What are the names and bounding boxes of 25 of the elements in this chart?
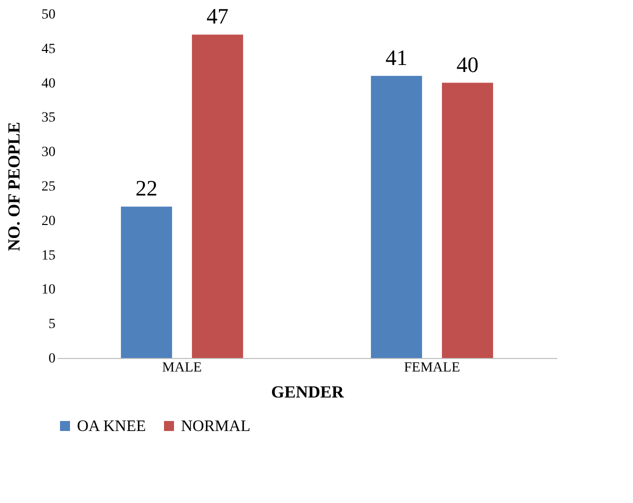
x-tick-label: FEMALE [404,360,460,376]
y-tick-label: 30 [42,145,56,160]
y-tick-label: 45 [42,42,56,57]
data-label: 40 [456,52,479,77]
y-tick-label: 10 [42,282,56,298]
legend-label: NORMAL [181,418,250,435]
y-tick-label: 50 [42,8,56,22]
x-axis-title: GENDER [271,382,345,402]
bar [370,76,422,358]
bar [192,34,244,358]
x-tick-label: MALE [162,360,202,376]
data-label: 22 [135,176,158,201]
data-label: 41 [385,44,408,70]
bar [120,206,172,358]
legend-label: OA KNEE [77,418,146,435]
y-tick-label: 35 [42,110,56,126]
y-tick-label: 40 [42,76,56,92]
y-axis-title: NO. OF PEOPLE [4,122,24,252]
y-tick-label: 25 [42,180,56,194]
y-tick-label: 0 [48,352,56,366]
y-tick-label: 20 [42,214,56,229]
y-tick-label: 5 [48,317,56,332]
y-tick-label: 15 [42,248,56,264]
bar [442,82,494,358]
data-label: 47 [206,4,229,29]
